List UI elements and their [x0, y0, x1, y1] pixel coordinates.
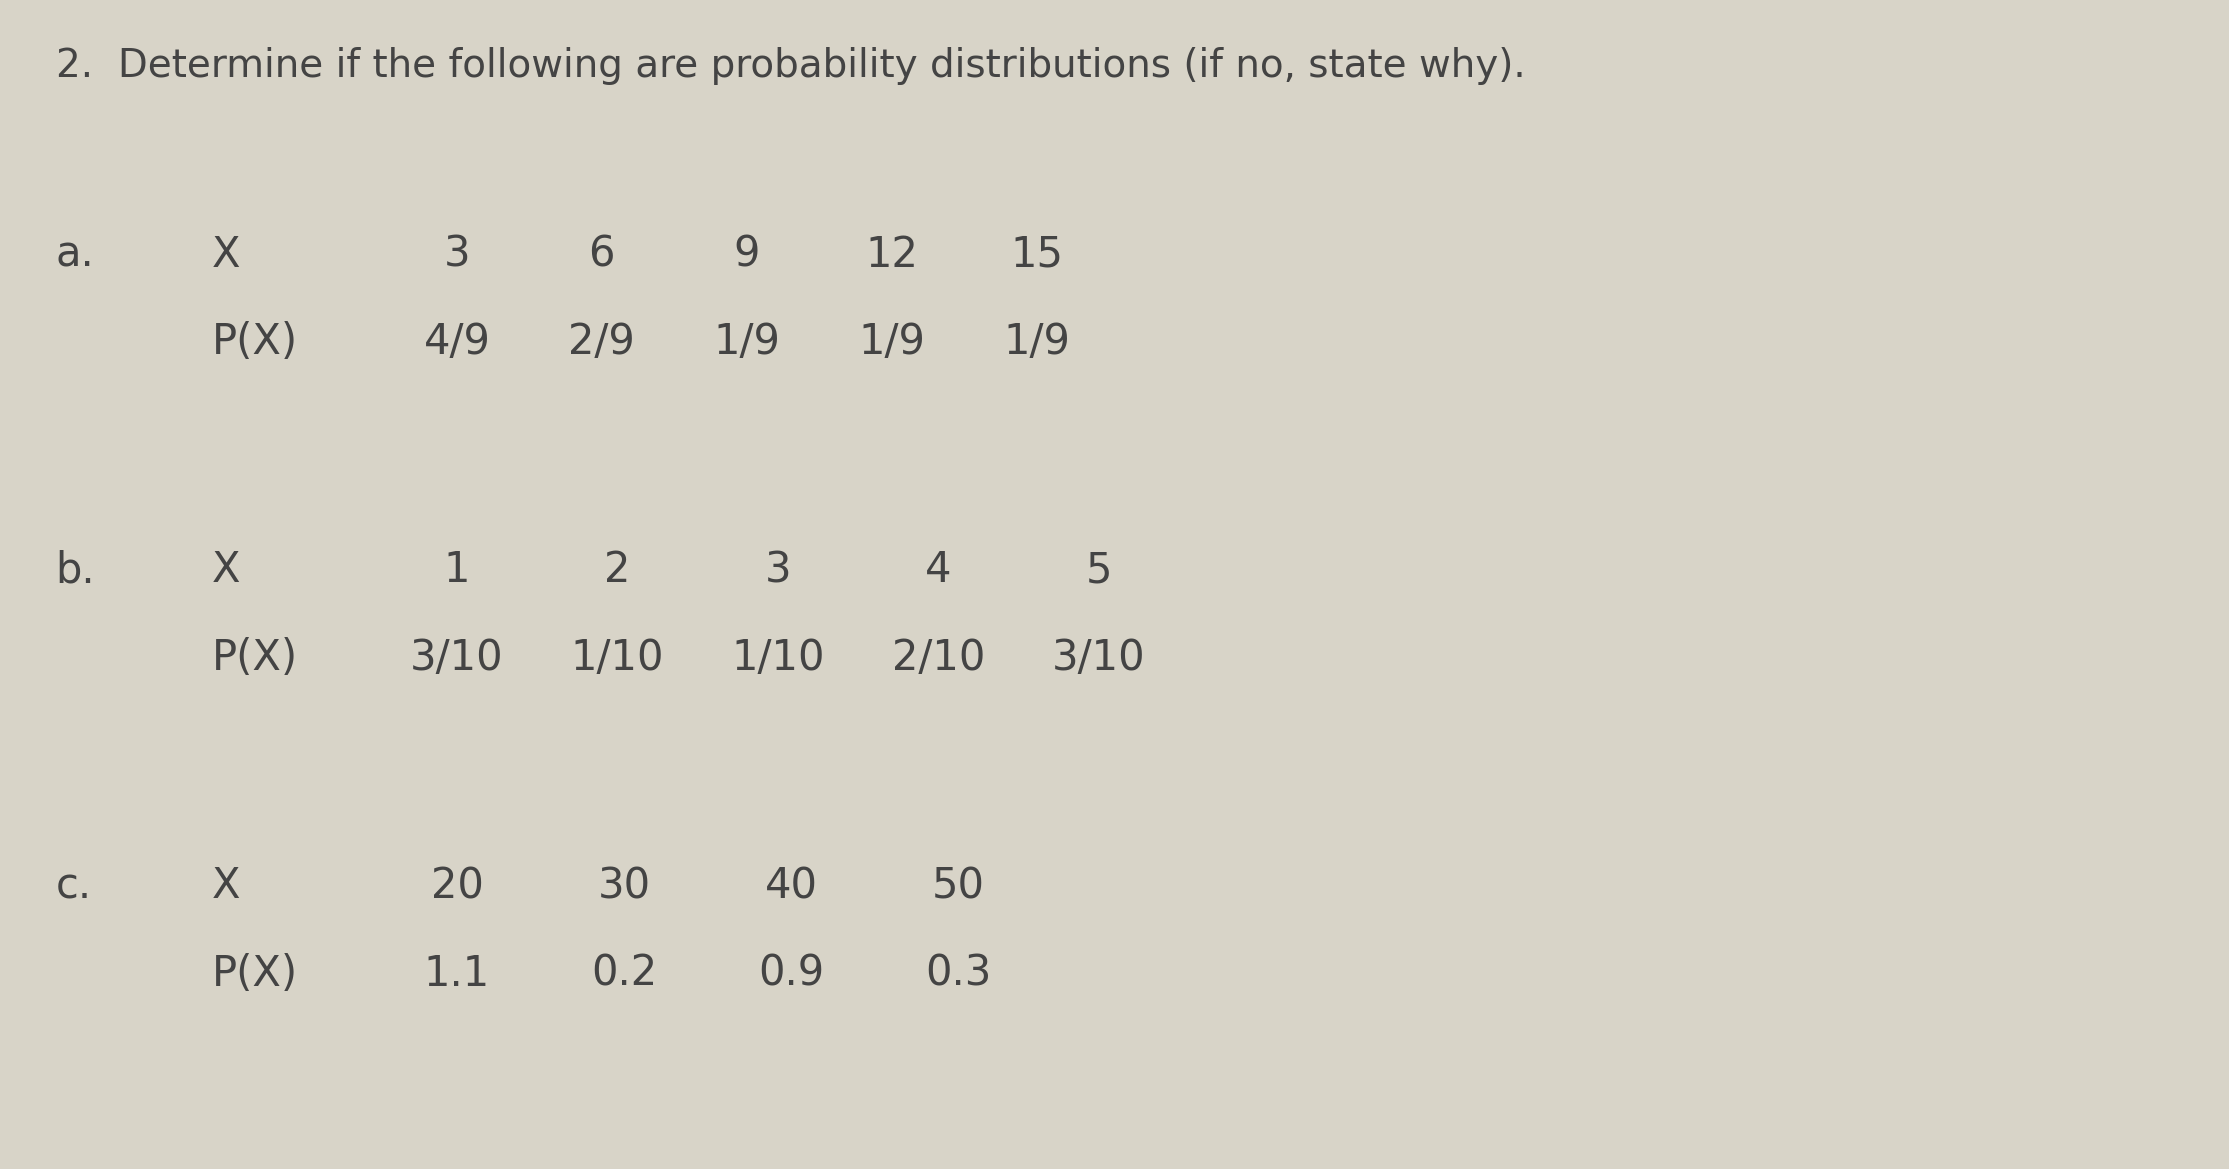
Text: 50: 50	[932, 865, 985, 907]
Text: 30: 30	[597, 865, 651, 907]
Text: 0.3: 0.3	[925, 953, 992, 995]
Text: P(X): P(X)	[212, 637, 299, 679]
Text: 2/10: 2/10	[892, 637, 985, 679]
Text: 4/9: 4/9	[424, 321, 490, 364]
Text: 12: 12	[865, 234, 918, 276]
Text: 3: 3	[444, 234, 470, 276]
Text: X: X	[212, 865, 241, 907]
Text: 4: 4	[925, 549, 952, 592]
Text: 3/10: 3/10	[1052, 637, 1146, 679]
Text: a.: a.	[56, 234, 94, 276]
Text: 2/9: 2/9	[568, 321, 635, 364]
Text: 1/9: 1/9	[858, 321, 925, 364]
Text: 2: 2	[604, 549, 631, 592]
Text: 1/10: 1/10	[731, 637, 825, 679]
Text: 2.  Determine if the following are probability distributions (if no, state why).: 2. Determine if the following are probab…	[56, 47, 1525, 85]
Text: 6: 6	[588, 234, 615, 276]
Text: c.: c.	[56, 865, 91, 907]
Text: 0.9: 0.9	[758, 953, 825, 995]
Text: X: X	[212, 234, 241, 276]
Text: X: X	[212, 549, 241, 592]
Text: 15: 15	[1010, 234, 1063, 276]
Text: 0.2: 0.2	[591, 953, 658, 995]
Text: 1.1: 1.1	[424, 953, 490, 995]
Text: 5: 5	[1086, 549, 1112, 592]
Text: 1: 1	[444, 549, 470, 592]
Text: 1/9: 1/9	[1003, 321, 1070, 364]
Text: 40: 40	[765, 865, 818, 907]
Text: 3/10: 3/10	[410, 637, 504, 679]
Text: 1/10: 1/10	[571, 637, 664, 679]
Text: P(X): P(X)	[212, 321, 299, 364]
Text: 3: 3	[765, 549, 791, 592]
Text: b.: b.	[56, 549, 96, 592]
Text: 9: 9	[733, 234, 760, 276]
Text: 1/9: 1/9	[713, 321, 780, 364]
Text: 20: 20	[430, 865, 484, 907]
Text: P(X): P(X)	[212, 953, 299, 995]
